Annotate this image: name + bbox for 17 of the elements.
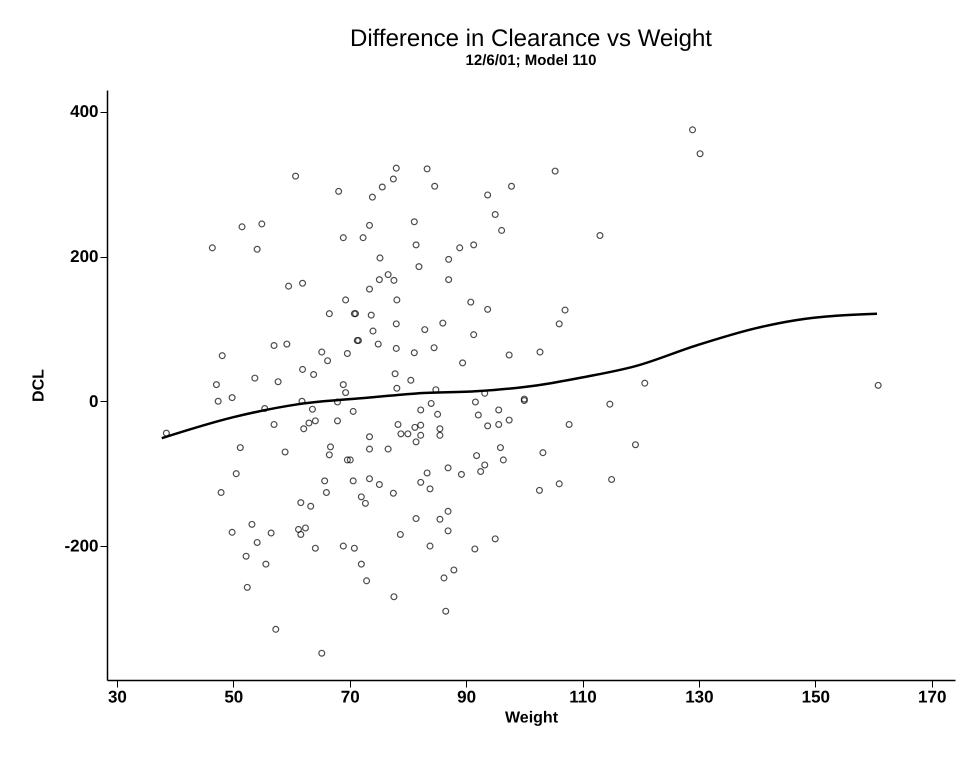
x-tick-label: 110 [569, 688, 597, 706]
x-axis-title: Weight [504, 710, 559, 726]
y-tick-label: -200 [64, 536, 98, 556]
x-tick-label: 70 [340, 688, 360, 706]
x-tick-label: 90 [457, 688, 476, 706]
x-tick-label: 130 [685, 688, 714, 706]
x-tick-label: 170 [918, 688, 946, 706]
chart-subtitle: 12/6/01; Model 110 [466, 52, 596, 69]
y-tick-label: 0 [89, 392, 98, 411]
chart-title: Difference in Clearance vs Weight [350, 25, 712, 52]
x-tick-label: 150 [802, 688, 830, 706]
y-tick-label: 400 [70, 102, 98, 122]
y-axis-title: DCL [30, 368, 48, 402]
x-tick-label: 30 [108, 688, 127, 706]
line-series [160, 312, 878, 440]
y-tick-label: 200 [70, 247, 98, 266]
x-tick-label: 50 [224, 688, 244, 706]
